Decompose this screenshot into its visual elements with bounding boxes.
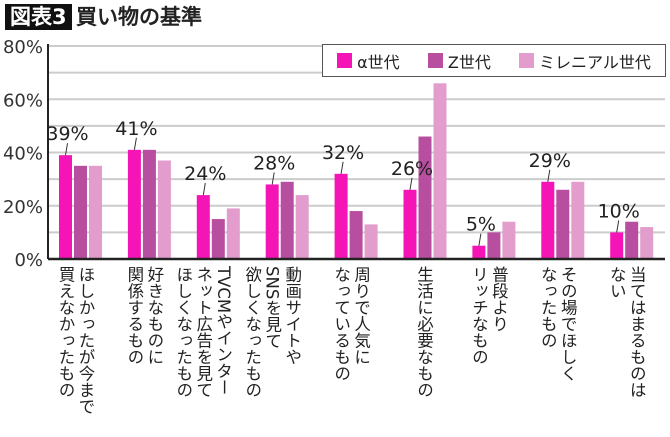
legend-swatch-alpha	[337, 53, 353, 68]
category-label-line: 当てはまるものは	[627, 266, 647, 398]
legend-item-alpha: α世代	[337, 49, 400, 73]
category-label-line: ない	[607, 266, 627, 299]
bar-millennial	[89, 165, 102, 259]
bar-millennial	[433, 83, 447, 260]
data-label-leader	[340, 161, 344, 174]
chart-title: 買い物の基準	[76, 5, 202, 29]
category-label: その場でほしく なったもの	[537, 266, 577, 382]
data-label-leader	[616, 220, 620, 233]
bar-millennial	[571, 181, 585, 259]
bar-alpha	[59, 155, 72, 259]
bar-alpha	[403, 189, 417, 259]
y-tick-label: 0%	[14, 250, 43, 271]
bar-z	[280, 181, 294, 259]
category-label-line: 生活に必要なもの	[414, 266, 434, 398]
category-label-line: 関係するもの	[124, 266, 144, 365]
category-label-line: なったもの	[538, 266, 558, 349]
category-label-line: SNSを見て	[262, 266, 282, 349]
category-label-line: リッチなもの	[469, 266, 489, 365]
category-label-line: 動画サイトや	[282, 266, 302, 365]
data-label: 41%	[115, 118, 157, 140]
bar-z	[142, 149, 156, 259]
bar-z	[418, 136, 432, 259]
y-tick-label: 20%	[3, 197, 43, 218]
legend-item-millennial: ミレニアル世代	[519, 49, 651, 73]
category-label-line: なっているもの	[331, 266, 351, 382]
bar-alpha	[541, 181, 555, 259]
data-label-leader	[547, 169, 551, 182]
category-label-line: 欲しくなったもの	[242, 266, 262, 398]
category-label: 動画サイトや SNSを見て 欲しくなったもの	[242, 266, 302, 398]
data-label-leader	[478, 233, 482, 246]
legend-label: ミレニアル世代	[539, 52, 651, 72]
category-label-line: ほしくなったもの	[173, 266, 193, 398]
category-label-line: ネット広告を見て	[193, 266, 213, 398]
data-label: 5%	[466, 214, 496, 236]
category-label-line: 好きなものに	[144, 266, 164, 365]
legend-swatch-millennial	[519, 53, 535, 68]
category-label: ほしかったが今まで 買えなかったもの	[55, 266, 95, 415]
legend-label: α世代	[357, 52, 400, 72]
bar-millennial	[364, 224, 378, 259]
data-label-leader	[202, 183, 206, 196]
data-label-leader	[409, 177, 413, 190]
bar-z	[556, 189, 570, 259]
data-label: 26%	[391, 158, 433, 180]
data-label: 28%	[253, 152, 295, 174]
bar-millennial	[295, 195, 309, 259]
bar-millennial	[502, 221, 516, 259]
category-label: 好きなものに 関係するもの	[124, 266, 164, 365]
bar-millennial	[157, 160, 171, 259]
data-label: 29%	[529, 150, 571, 172]
data-label: 39%	[46, 123, 88, 145]
legend: α世代 Z世代 ミレニアル世代	[322, 44, 666, 77]
legend-item-z: Z世代	[427, 49, 491, 73]
bar-alpha	[610, 232, 624, 259]
data-label-leader	[65, 143, 68, 156]
category-label-line: その場でほしく	[558, 266, 578, 382]
data-label: 10%	[598, 200, 640, 222]
data-label: 32%	[322, 142, 364, 164]
legend-label: Z世代	[447, 52, 491, 72]
y-tick-label: 60%	[3, 90, 43, 111]
bar-alpha	[127, 149, 141, 259]
y-tick-label: 80%	[3, 37, 43, 58]
data-label: 24%	[184, 163, 226, 185]
category-label-line: 買えなかったもの	[56, 266, 75, 398]
category-label: 普段より リッチなもの	[468, 266, 508, 365]
bar-z	[349, 211, 363, 259]
category-label-line: TVCMやインター	[213, 266, 233, 396]
bar-z	[211, 219, 225, 259]
category-label-line: ほしかったが今まで	[76, 266, 95, 415]
figure-number-badge: 図表3	[5, 4, 72, 30]
category-label: 周りで人気に なっているもの	[331, 266, 371, 382]
bar-alpha	[472, 245, 486, 259]
category-label: 当てはまるものは ない	[606, 266, 646, 398]
bar-millennial	[226, 208, 240, 259]
bar-alpha	[265, 184, 279, 259]
category-label-line: 周りで人気に	[351, 266, 371, 365]
category-label: 生活に必要なもの	[414, 266, 434, 398]
bar-alpha	[196, 195, 210, 259]
bar-z	[625, 221, 639, 259]
y-tick-label: 40%	[3, 144, 43, 165]
category-label: TVCMやインター ネット広告を見て ほしくなったもの	[173, 266, 233, 398]
bar-millennial	[640, 227, 654, 259]
category-label-line: 普段より	[489, 266, 509, 332]
bar-alpha	[334, 173, 348, 259]
bar-z	[74, 165, 87, 259]
data-label-leader	[271, 172, 275, 185]
bar-z	[487, 232, 501, 259]
legend-swatch-z	[427, 53, 443, 68]
data-label-leader	[133, 137, 137, 150]
